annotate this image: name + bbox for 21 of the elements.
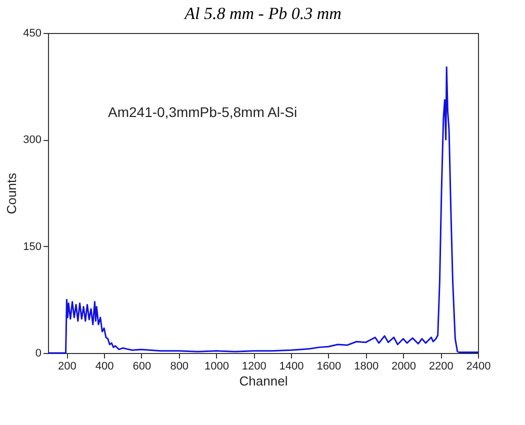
x-tick-label: 1200 <box>242 360 266 372</box>
x-tick-label: 1600 <box>316 360 342 372</box>
x-tick-label: 1400 <box>279 360 304 372</box>
x-tick-label: 600 <box>132 360 152 372</box>
line-series <box>47 66 479 354</box>
y-tick-label: 450 <box>23 28 42 40</box>
x-tick-label: 800 <box>170 360 189 372</box>
annotation: Am241-0,3mmPb-5,8mm Al-Si <box>108 104 298 120</box>
x-tick-label: 2400 <box>466 360 491 372</box>
x-axis-title: Channel <box>239 374 288 388</box>
x-tick-label: 400 <box>95 360 114 372</box>
x-tick-label: 200 <box>58 360 76 372</box>
x-tick-label: 2000 <box>391 360 416 372</box>
y-tick-label: 150 <box>23 240 42 253</box>
x-tick-label: 2200 <box>428 360 454 372</box>
chart-title: Al 5.8 mm - Pb 0.3 mm <box>184 4 342 23</box>
y-tick-label: 0 <box>35 348 42 360</box>
x-tick-label: 1000 <box>204 360 230 372</box>
x-tick-label: 1800 <box>354 360 379 372</box>
y-tick-label: 300 <box>23 134 42 146</box>
y-axis-title: Counts <box>4 172 20 214</box>
